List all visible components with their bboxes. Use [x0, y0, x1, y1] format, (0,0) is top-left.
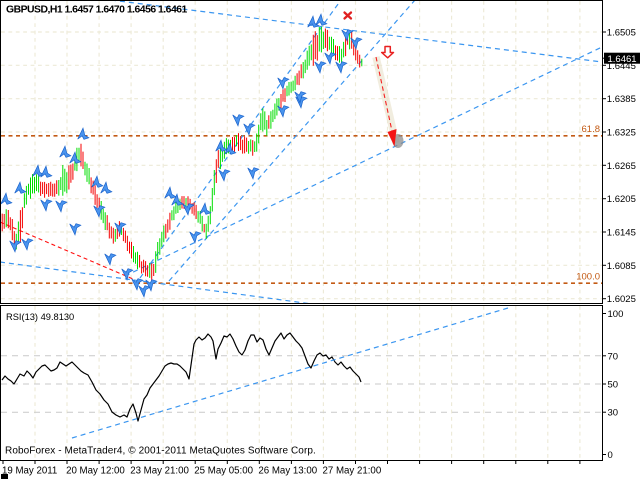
svg-text:GBPUSD,H1 1.6457 1.6470 1.645: GBPUSD,H1 1.6457 1.6470 1.6456 1.6461: [6, 5, 188, 16]
svg-text:1.6325: 1.6325: [607, 128, 636, 139]
svg-text:23 May 21:00: 23 May 21:00: [130, 466, 189, 477]
svg-text:1.6085: 1.6085: [607, 261, 636, 272]
svg-text:RoboForex - MetaTrader4, © 200: RoboForex - MetaTrader4, © 2001-2011 Met…: [5, 446, 316, 457]
svg-text:1.6205: 1.6205: [607, 194, 636, 205]
svg-text:1.6145: 1.6145: [607, 228, 636, 239]
svg-text:100: 100: [608, 309, 624, 320]
svg-text:61.8: 61.8: [582, 124, 601, 135]
svg-text:100.0: 100.0: [576, 272, 600, 283]
svg-text:1.6445: 1.6445: [607, 61, 636, 72]
svg-text:1.6505: 1.6505: [607, 28, 636, 39]
svg-text:19 May 2011: 19 May 2011: [2, 466, 57, 477]
svg-text:25 May 05:00: 25 May 05:00: [194, 466, 253, 477]
svg-text:1.6461: 1.6461: [608, 54, 637, 65]
svg-text:50: 50: [608, 380, 619, 391]
svg-text:0: 0: [608, 450, 613, 461]
svg-text:20 May 12:00: 20 May 12:00: [66, 466, 125, 477]
svg-text:26 May 13:00: 26 May 13:00: [258, 466, 317, 477]
svg-text:30: 30: [608, 408, 619, 419]
svg-text:1.6265: 1.6265: [607, 161, 636, 172]
svg-text:70: 70: [608, 351, 619, 362]
svg-text:1.6385: 1.6385: [607, 94, 636, 105]
svg-text:1.6025: 1.6025: [607, 294, 636, 305]
svg-text:27 May 21:00: 27 May 21:00: [323, 466, 382, 477]
svg-text:RSI(13) 49.8130: RSI(13) 49.8130: [6, 312, 74, 322]
